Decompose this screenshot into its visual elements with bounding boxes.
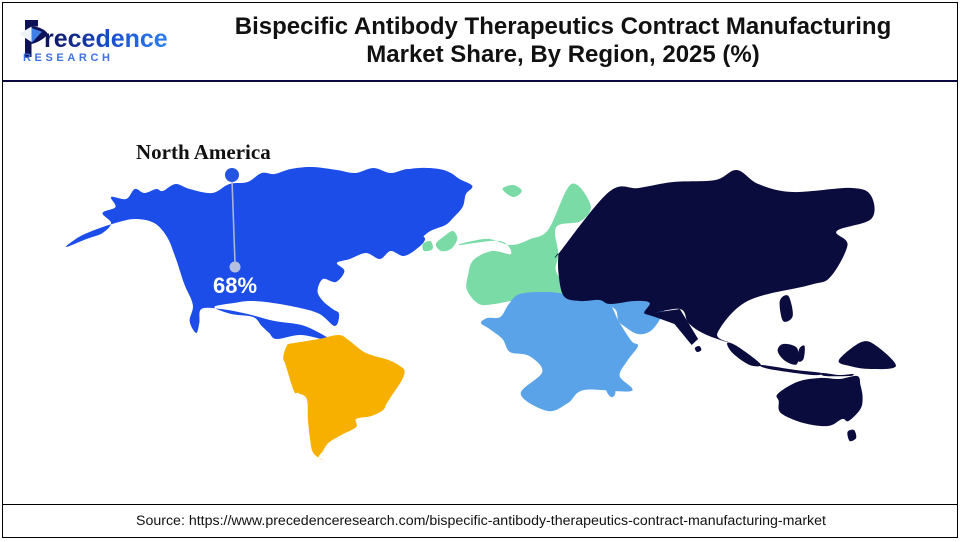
svg-text:68%: 68% — [213, 273, 257, 298]
